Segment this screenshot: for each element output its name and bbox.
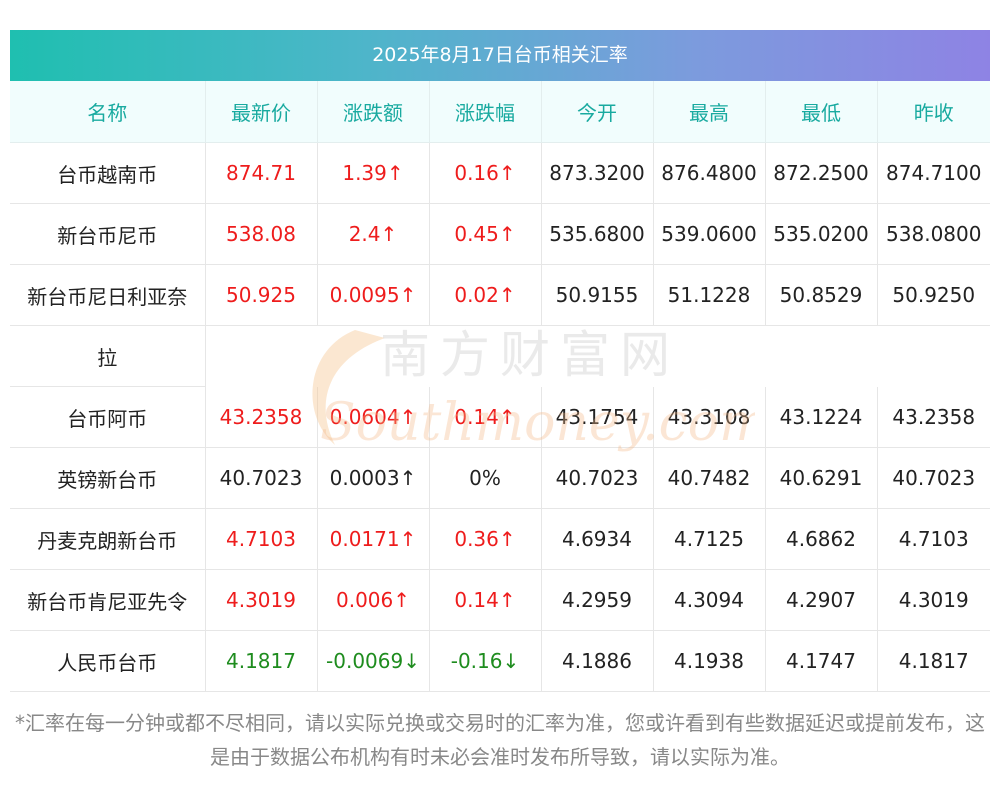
- open-price: 4.1886: [541, 630, 654, 692]
- table-row: 新台币肯尼亚先令 4.3019 0.006↑ 0.14↑ 4.2959 4.3094 4.2…: [10, 569, 990, 631]
- change-pct: 0.16↑: [429, 142, 542, 204]
- change-pct: 0.14↑: [429, 386, 542, 448]
- high-price: 40.7482: [653, 447, 766, 509]
- change-amount: 0.0604↑: [317, 386, 430, 448]
- change-pct: 0%: [429, 447, 542, 509]
- prev-close: 43.2358: [877, 386, 990, 448]
- low-price: 4.2907: [765, 569, 878, 631]
- change-amount: 1.39↑: [317, 142, 430, 204]
- open-price: 50.9155: [541, 264, 654, 326]
- low-price: 535.0200: [765, 203, 878, 265]
- prev-close: 4.7103: [877, 508, 990, 570]
- table-row-continuation: 拉: [10, 325, 990, 387]
- currency-pair-name-wrap: 拉: [10, 325, 206, 387]
- table-row: 台币越南币 874.71 1.39↑ 0.16↑ 873.3200 876.4800 872…: [10, 142, 990, 204]
- page-title: 2025年8月17日台币相关汇率: [10, 30, 990, 81]
- change-pct: 0.02↑: [429, 264, 542, 326]
- latest-price: 40.7023: [205, 447, 318, 509]
- change-amount: 0.0003↑: [317, 447, 430, 509]
- currency-pair-name: 人民币台币: [10, 630, 206, 692]
- high-price: 4.7125: [653, 508, 766, 570]
- high-price: 4.3094: [653, 569, 766, 631]
- currency-pair-name: 丹麦克朗新台币: [10, 508, 206, 570]
- header-change-pct: 涨跌幅: [429, 81, 542, 143]
- high-price: 43.3108: [653, 386, 766, 448]
- change-amount: -0.0069↓: [317, 630, 430, 692]
- prev-close: 4.3019: [877, 569, 990, 631]
- change-pct: 0.45↑: [429, 203, 542, 265]
- prev-close: 50.9250: [877, 264, 990, 326]
- prev-close: 538.0800: [877, 203, 990, 265]
- latest-price: 538.08: [205, 203, 318, 265]
- change-pct: -0.16↓: [429, 630, 542, 692]
- rate-panel: 2025年8月17日台币相关汇率 名称 最新价 涨跌额 涨跌幅 今开 最高 最低…: [10, 30, 990, 692]
- currency-pair-name: 英镑新台币: [10, 447, 206, 509]
- open-price: 43.1754: [541, 386, 654, 448]
- prev-close: 40.7023: [877, 447, 990, 509]
- prev-close: 874.7100: [877, 142, 990, 204]
- latest-price: 50.925: [205, 264, 318, 326]
- header-change: 涨跌额: [317, 81, 430, 143]
- header-high: 最高: [653, 81, 766, 143]
- table-row: 人民币台币 4.1817 -0.0069↓ -0.16↓ 4.1886 4.1938 4.1…: [10, 630, 990, 692]
- currency-pair-name: 新台币肯尼亚先令: [10, 569, 206, 631]
- table-row: 新台币尼币 538.08 2.4↑ 0.45↑ 535.6800 539.0600 535.…: [10, 203, 990, 265]
- empty-cell: [205, 325, 990, 387]
- open-price: 535.6800: [541, 203, 654, 265]
- change-amount: 0.0095↑: [317, 264, 430, 326]
- high-price: 876.4800: [653, 142, 766, 204]
- latest-price: 874.71: [205, 142, 318, 204]
- open-price: 873.3200: [541, 142, 654, 204]
- prev-close: 4.1817: [877, 630, 990, 692]
- header-name: 名称: [10, 81, 206, 143]
- change-pct: 0.36↑: [429, 508, 542, 570]
- low-price: 4.6862: [765, 508, 878, 570]
- table-row: 新台币尼日利亚奈 50.925 0.0095↑ 0.02↑ 50.9155 51.1228…: [10, 264, 990, 326]
- open-price: 40.7023: [541, 447, 654, 509]
- disclaimer-note: *汇率在每一分钟或都不尽相同，请以实际兑换或交易时的汇率为准，您或许看到有些数据…: [15, 711, 985, 769]
- currency-pair-name: 新台币尼日利亚奈: [10, 264, 206, 326]
- change-amount: 0.006↑: [317, 569, 430, 631]
- table-row: 丹麦克朗新台币 4.7103 0.0171↑ 0.36↑ 4.6934 4.7125 4.6…: [10, 508, 990, 570]
- latest-price: 4.3019: [205, 569, 318, 631]
- rate-table: 名称 最新价 涨跌额 涨跌幅 今开 最高 最低 昨收 台币越南币 874.71 1.…: [10, 81, 990, 692]
- low-price: 50.8529: [765, 264, 878, 326]
- currency-pair-name: 台币阿币: [10, 386, 206, 448]
- header-open: 今开: [541, 81, 654, 143]
- high-price: 51.1228: [653, 264, 766, 326]
- latest-price: 43.2358: [205, 386, 318, 448]
- header-latest: 最新价: [205, 81, 318, 143]
- low-price: 872.2500: [765, 142, 878, 204]
- table-row: 台币阿币 43.2358 0.0604↑ 0.14↑ 43.1754 43.3108 43.…: [10, 386, 990, 448]
- open-price: 4.6934: [541, 508, 654, 570]
- low-price: 43.1224: [765, 386, 878, 448]
- table-row: 英镑新台币 40.7023 0.0003↑ 0% 40.7023 40.7482 40.62…: [10, 447, 990, 509]
- change-pct: 0.14↑: [429, 569, 542, 631]
- currency-pair-name: 新台币尼币: [10, 203, 206, 265]
- change-amount: 0.0171↑: [317, 508, 430, 570]
- high-price: 4.1938: [653, 630, 766, 692]
- currency-pair-name: 台币越南币: [10, 142, 206, 204]
- table-header-row: 名称 最新价 涨跌额 涨跌幅 今开 最高 最低 昨收: [10, 81, 990, 143]
- header-prev-close: 昨收: [877, 81, 990, 143]
- header-low: 最低: [765, 81, 878, 143]
- low-price: 4.1747: [765, 630, 878, 692]
- latest-price: 4.1817: [205, 630, 318, 692]
- open-price: 4.2959: [541, 569, 654, 631]
- latest-price: 4.7103: [205, 508, 318, 570]
- low-price: 40.6291: [765, 447, 878, 509]
- high-price: 539.0600: [653, 203, 766, 265]
- change-amount: 2.4↑: [317, 203, 430, 265]
